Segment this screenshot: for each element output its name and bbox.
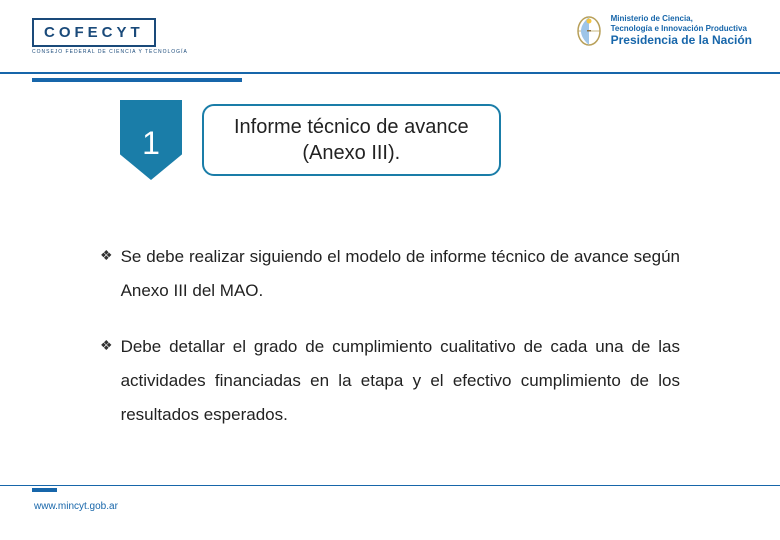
diamond-bullet-icon: ❖ <box>100 240 113 271</box>
bullet-list: ❖ Se debe realizar siguiendo el modelo d… <box>60 240 720 432</box>
title-line2: (Anexo III). <box>302 142 400 164</box>
shield-icon <box>575 14 603 48</box>
header-rule <box>0 72 780 74</box>
header: COFECYT CONSEJO FEDERAL DE CIENCIA Y TEC… <box>0 0 780 72</box>
header-accent-bar <box>32 78 242 82</box>
diamond-bullet-icon: ❖ <box>100 330 113 361</box>
logo-presidencia: Ministerio de Ciencia, Tecnología e Inno… <box>575 14 752 48</box>
ministry-line2: Tecnología e Innovación Productiva <box>611 24 752 33</box>
footer-accent-bar <box>32 488 57 492</box>
bullet-text-1: Se debe realizar siguiendo el modelo de … <box>121 240 680 308</box>
list-item: ❖ Se debe realizar siguiendo el modelo d… <box>100 240 680 308</box>
badge-number: 1 <box>142 125 160 162</box>
title-block: 1 Informe técnico de avance (Anexo III). <box>120 100 720 180</box>
ministry-line1: Ministerio de Ciencia, <box>611 14 752 23</box>
logo-left-text: COFECYT <box>44 24 144 41</box>
title-line1: Informe técnico de avance <box>234 116 469 138</box>
logo-cofecyt: COFECYT CONSEJO FEDERAL DE CIENCIA Y TEC… <box>32 18 188 55</box>
footer-rule <box>0 485 780 486</box>
list-item: ❖ Debe detallar el grado de cumplimiento… <box>100 330 680 432</box>
ministry-line3: Presidencia de la Nación <box>611 34 752 48</box>
logo-left-subtitle: CONSEJO FEDERAL DE CIENCIA Y TECNOLOGÍA <box>32 49 188 55</box>
number-badge: 1 <box>120 100 182 180</box>
main-content: 1 Informe técnico de avance (Anexo III).… <box>0 100 780 454</box>
footer-url: www.mincyt.gob.ar <box>34 501 118 512</box>
title-box: Informe técnico de avance (Anexo III). <box>202 104 501 176</box>
bullet-text-2: Debe detallar el grado de cumplimiento c… <box>121 330 680 432</box>
